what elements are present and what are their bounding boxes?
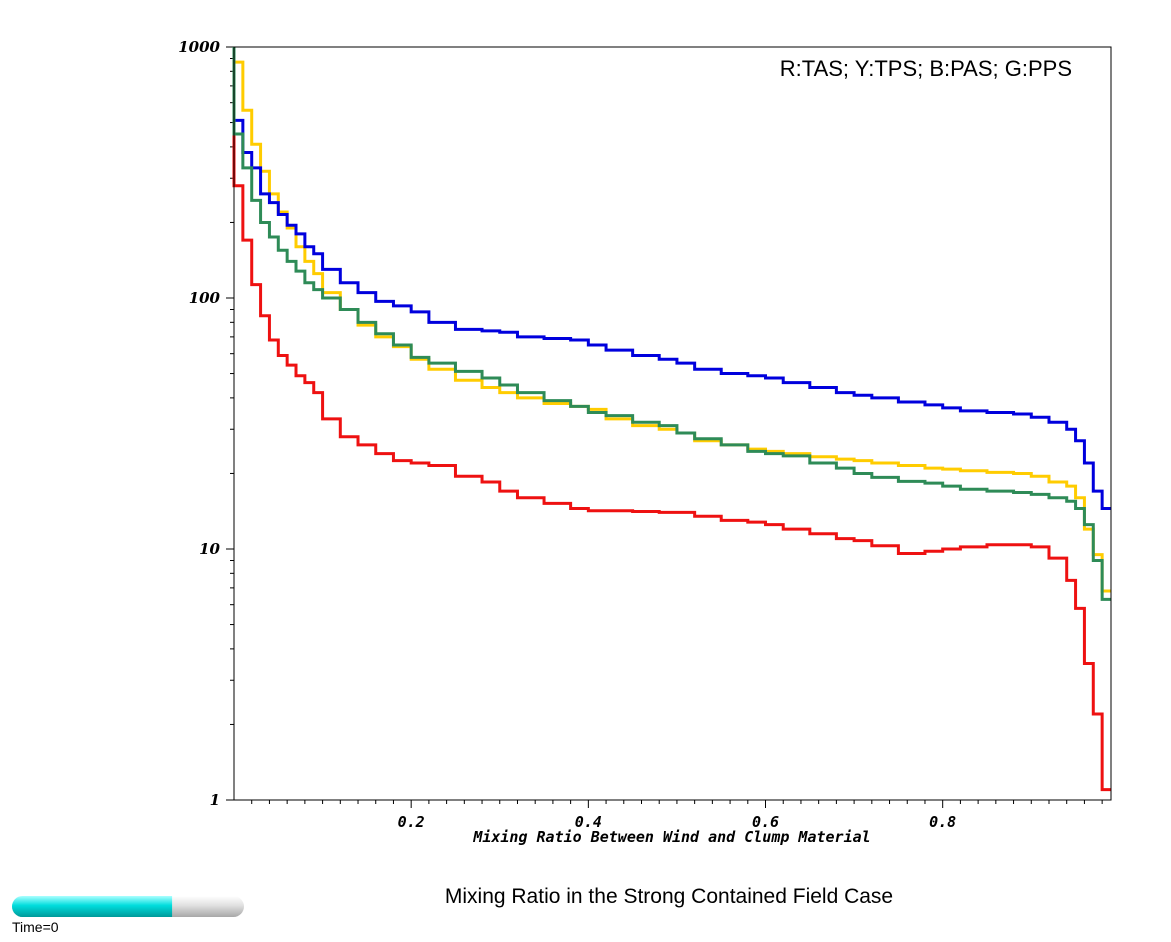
x-tick-label: 0.6 bbox=[752, 813, 779, 831]
time-label: Time=0 bbox=[12, 919, 59, 935]
series-line-tas bbox=[232, 47, 1111, 792]
figure-caption: Mixing Ratio in the Strong Contained Fie… bbox=[445, 885, 893, 908]
legend-text: R:TAS; Y:TPS; B:PAS; G:PPS bbox=[780, 56, 1072, 81]
progress-fill bbox=[12, 896, 173, 917]
time-progress-bar bbox=[12, 896, 244, 917]
x-tick-label: 0.4 bbox=[575, 813, 602, 831]
y-tick-label: 1000 bbox=[178, 38, 220, 56]
axis-ticks bbox=[226, 46, 1103, 808]
series-lines bbox=[232, 47, 1111, 792]
x-axis-label: Mixing Ratio Between Wind and Clump Mate… bbox=[472, 828, 870, 846]
x-tick-label: 0.8 bbox=[929, 813, 956, 831]
series-line-pas bbox=[232, 47, 1111, 510]
x-tick-label: 0.2 bbox=[398, 813, 425, 831]
y-tick-label: 10 bbox=[199, 540, 220, 558]
y-tick-label: 100 bbox=[189, 289, 221, 307]
y-tick-label: 1 bbox=[210, 791, 220, 809]
axis-tick-labels: 1 10 100 1000 0.2 0.4 0.6 0.8 bbox=[178, 38, 956, 831]
series-line-tps bbox=[232, 47, 1111, 593]
series-line-pps bbox=[232, 47, 1111, 601]
plot-frame bbox=[233, 46, 1112, 801]
